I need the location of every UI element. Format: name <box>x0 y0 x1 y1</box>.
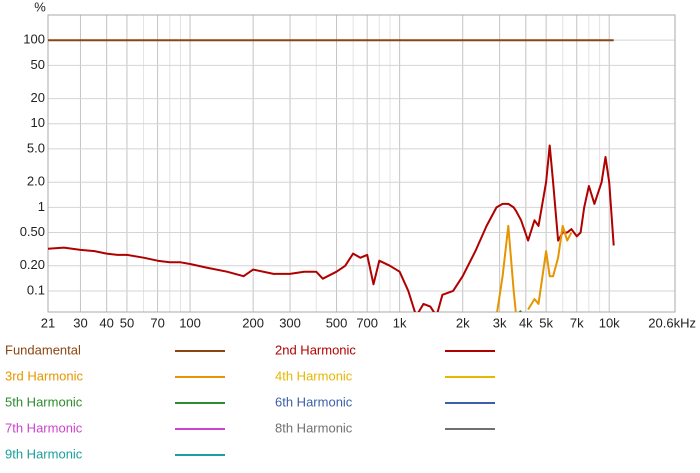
plot-area <box>48 15 675 312</box>
y-axis-label: % <box>34 0 46 14</box>
x-tick-label: 7k <box>570 315 584 330</box>
x-tick-label: 100 <box>179 315 201 330</box>
legend-label: 2nd Harmonic <box>275 342 356 357</box>
y-tick-label: 20 <box>31 90 45 105</box>
x-tick-label: 10k <box>599 315 620 330</box>
x-tick-label: 4k <box>519 315 533 330</box>
legend-label: 4th Harmonic <box>275 368 353 383</box>
legend-label: 5th Harmonic <box>5 394 83 409</box>
legend-label: 3rd Harmonic <box>5 368 84 383</box>
x-tick-label: 2k <box>456 315 470 330</box>
y-tick-label: 0.50 <box>20 224 45 239</box>
x-tick-label: 5k <box>539 315 553 330</box>
x-tick-label: 40 <box>99 315 113 330</box>
y-tick-label: 0.1 <box>27 282 45 297</box>
y-tick-label: 2.0 <box>27 174 45 189</box>
x-tick-label: 30 <box>73 315 87 330</box>
x-tick-label: 50 <box>120 315 134 330</box>
y-tick-label: 50 <box>31 57 45 72</box>
legend-label: 8th Harmonic <box>275 420 353 435</box>
x-tick-label: 20.6kHz <box>648 315 696 330</box>
legend-label: 9th Harmonic <box>5 446 83 461</box>
x-tick-label: 700 <box>356 315 378 330</box>
x-tick-label: 1k <box>393 315 407 330</box>
legend-label: 6th Harmonic <box>275 394 353 409</box>
x-tick-label: 21 <box>41 315 55 330</box>
legend-label: 7th Harmonic <box>5 420 83 435</box>
legend-label: Fundamental <box>5 342 81 357</box>
y-tick-label: 5.0 <box>27 140 45 155</box>
y-tick-label: 0.20 <box>20 257 45 272</box>
y-tick-label: 100 <box>23 32 45 47</box>
x-tick-label: 500 <box>326 315 348 330</box>
x-tick-label: 70 <box>150 315 164 330</box>
series-line <box>518 310 522 312</box>
x-tick-label: 300 <box>279 315 301 330</box>
y-tick-label: 10 <box>31 115 45 130</box>
plot-frame <box>47 14 676 313</box>
y-tick-label: 1 <box>38 199 45 214</box>
series-line <box>496 224 573 312</box>
x-tick-label: 200 <box>242 315 264 330</box>
x-tick-label: 3k <box>493 315 507 330</box>
